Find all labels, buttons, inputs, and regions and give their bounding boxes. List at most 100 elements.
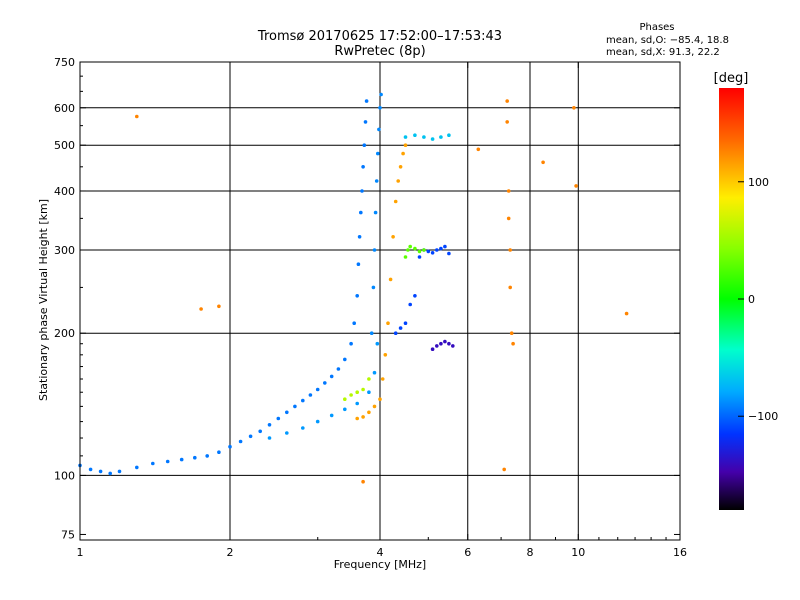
echo-point: [393, 331, 398, 336]
echo-point: [361, 415, 365, 419]
echo-point: [506, 189, 511, 193]
echo-point: [408, 244, 413, 249]
echo-point: [367, 377, 371, 381]
echo-point: [374, 179, 379, 183]
echo-point: [505, 120, 510, 124]
echo-point: [308, 393, 313, 397]
echo-point: [439, 135, 443, 139]
echo-point: [447, 251, 451, 256]
echo-point: [356, 262, 361, 267]
echo-point: [380, 377, 385, 381]
echo-point: [369, 331, 374, 336]
x-tick-label: 16: [673, 546, 687, 559]
echo-point: [398, 165, 403, 169]
echo-point: [505, 99, 510, 103]
echo-point: [361, 387, 365, 392]
echo-point: [349, 341, 353, 346]
y-tick-label: 500: [54, 139, 75, 152]
axis-layer: 1 2 4 6 8 10 16 75 100 200 300 400 500 600 750: [54, 56, 687, 559]
echo-point: [403, 321, 408, 326]
echo-point: [422, 135, 426, 139]
echo-point: [447, 133, 451, 137]
echo-point: [367, 410, 371, 415]
echo-point: [267, 436, 272, 440]
y-tick-label: 75: [61, 528, 75, 541]
echo-point: [343, 407, 347, 412]
echo-point: [315, 387, 320, 392]
echo-point: [378, 106, 382, 110]
echo-point: [329, 374, 334, 379]
echo-point: [383, 353, 388, 357]
echo-point: [509, 331, 514, 336]
echo-point: [413, 133, 417, 137]
y-tick-label: 300: [54, 244, 75, 257]
echo-point: [336, 367, 341, 371]
echo-point: [422, 248, 426, 252]
echo-point: [396, 179, 401, 183]
echo-point: [508, 248, 512, 252]
echo-point: [355, 294, 360, 298]
echo-point: [355, 416, 360, 421]
y-tick-label: 200: [54, 327, 75, 340]
echo-point: [355, 390, 360, 395]
echo-point: [258, 429, 263, 434]
echo-point: [508, 285, 512, 290]
grid-layer: [80, 62, 680, 540]
echo-point: [443, 244, 447, 249]
y-tick-label: 100: [54, 469, 75, 482]
echo-point: [403, 135, 408, 139]
echo-point: [267, 423, 272, 427]
echo-point: [361, 165, 365, 169]
x-tick-label: 4: [377, 546, 384, 559]
echo-point: [88, 467, 93, 472]
echo-point: [417, 255, 422, 259]
echo-point: [135, 114, 139, 119]
echo-point: [276, 416, 281, 421]
echo-point: [361, 479, 365, 484]
echo-point: [430, 251, 435, 255]
colorbar-label: [deg]: [714, 71, 749, 86]
echo-point: [403, 143, 408, 147]
echo-point: [362, 143, 367, 147]
echo-point: [406, 248, 410, 252]
colorbar-tick-label: −100: [748, 410, 778, 423]
echo-point: [413, 246, 417, 251]
echo-point: [398, 326, 403, 330]
echo-point: [349, 393, 353, 397]
colorbar-tick-label: 100: [748, 176, 769, 189]
echo-point: [388, 277, 393, 282]
echo-point: [135, 465, 139, 470]
echo-point: [364, 99, 369, 103]
echo-point: [511, 341, 515, 346]
echo-point: [375, 341, 380, 346]
echo-point: [430, 347, 435, 352]
y-tick-label: 600: [54, 102, 75, 115]
echo-point: [403, 255, 408, 259]
echo-point: [360, 189, 364, 193]
echo-point: [228, 444, 232, 449]
echo-point: [315, 419, 320, 424]
x-tick-label: 8: [527, 546, 534, 559]
chart-subtitle: RwPretec (8p): [334, 44, 425, 59]
echo-point: [117, 469, 122, 474]
echo-point: [435, 344, 439, 348]
echo-point: [285, 410, 289, 415]
echo-point: [343, 357, 347, 362]
echo-point: [248, 434, 253, 439]
echo-point: [439, 246, 443, 251]
echo-point: [393, 199, 398, 204]
x-tick-label: 2: [227, 546, 234, 559]
legend-line-x: mean, sd,X: 91.3, 22.2: [606, 47, 720, 58]
echo-point: [352, 321, 357, 326]
x-tick-label: 1: [77, 546, 84, 559]
echo-point: [98, 469, 103, 474]
echo-point: [379, 92, 383, 97]
echo-point: [285, 431, 289, 435]
echo-point: [108, 471, 112, 476]
x-tick-label: 6: [464, 546, 471, 559]
echo-point: [435, 248, 439, 252]
echo-point: [199, 307, 203, 311]
echo-point: [217, 450, 221, 455]
echo-point: [359, 210, 363, 215]
echo-point: [179, 457, 184, 462]
